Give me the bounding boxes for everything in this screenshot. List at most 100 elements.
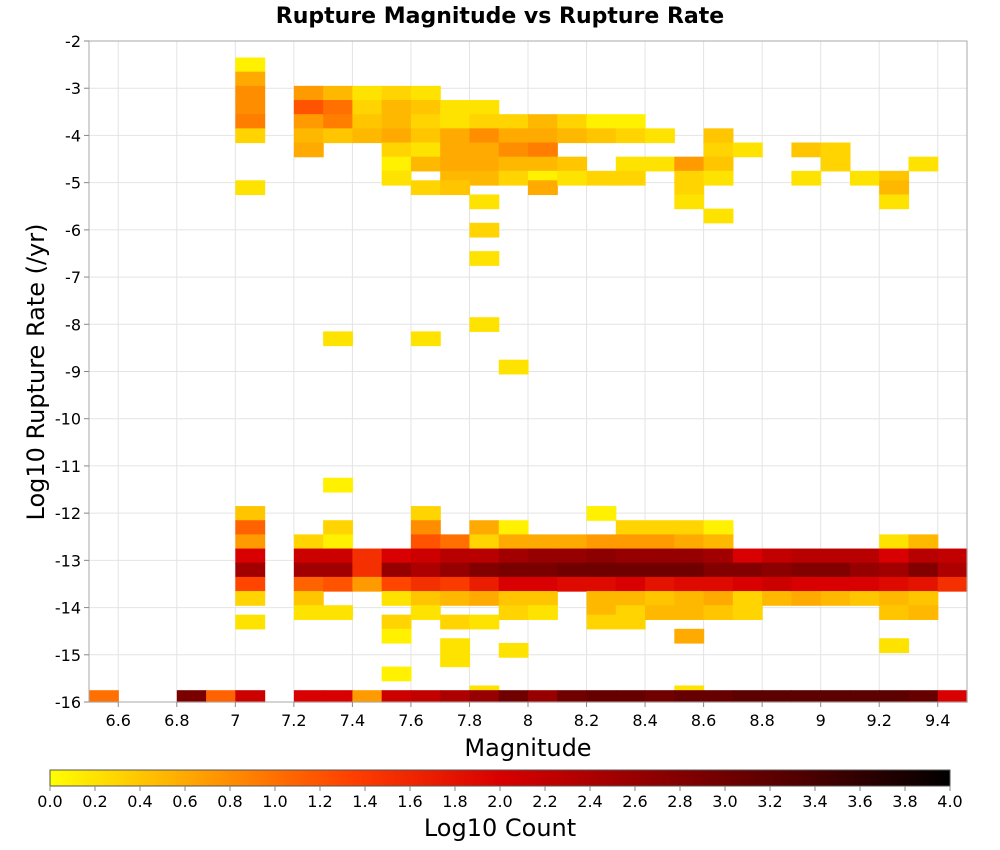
heatmap-cell bbox=[440, 128, 471, 144]
heatmap-cell bbox=[820, 576, 851, 592]
heatmap-cell bbox=[235, 100, 266, 115]
y-tick-label: -4 bbox=[65, 126, 81, 145]
heatmap-cell bbox=[381, 142, 412, 158]
heatmap-cell bbox=[703, 690, 734, 703]
heatmap-cell bbox=[820, 591, 851, 606]
heatmap-cell bbox=[849, 690, 880, 703]
y-tick-label: -16 bbox=[55, 693, 81, 712]
heatmap-cell bbox=[410, 591, 441, 606]
heatmap-cell bbox=[586, 591, 617, 606]
y-axis-label: Log10 Rupture Rate (/yr) bbox=[22, 224, 50, 521]
heatmap-cell bbox=[323, 100, 353, 115]
colorbar-tick-label: 0.8 bbox=[217, 792, 242, 811]
y-axis-ticks: -2 -3 -4 -5 -6 -7 -8 -9 -10 -11 -12 -13 -14 -15 -16 bbox=[55, 32, 89, 712]
heatmap-cell bbox=[440, 591, 471, 606]
heatmap-cell bbox=[381, 591, 412, 606]
heatmap-cell bbox=[820, 156, 851, 172]
heatmap-cell bbox=[352, 100, 383, 115]
heatmap-cell bbox=[703, 156, 734, 172]
heatmap-cell bbox=[586, 534, 617, 550]
heatmap-cell bbox=[557, 690, 588, 703]
heatmap-cell bbox=[557, 576, 588, 592]
heatmap-cell bbox=[410, 156, 441, 172]
x-tick-label: 7 bbox=[230, 711, 240, 730]
heatmap-cell bbox=[849, 591, 880, 606]
y-tick-label: -12 bbox=[55, 504, 81, 523]
heatmap-cell bbox=[557, 562, 588, 578]
colorbar-tick-label: 2.4 bbox=[577, 792, 602, 811]
heatmap-cell bbox=[849, 576, 880, 592]
heatmap-cell bbox=[879, 194, 910, 210]
heatmap-cell bbox=[528, 605, 558, 620]
x-tick-label: 6.6 bbox=[106, 711, 131, 730]
heatmap-cell bbox=[469, 562, 500, 578]
heatmap-cell bbox=[498, 690, 529, 703]
colorbar-tick-label: 2.6 bbox=[622, 792, 647, 811]
heatmap-cell bbox=[410, 562, 441, 578]
heatmap-cell bbox=[469, 194, 500, 210]
heatmap-cell bbox=[293, 605, 324, 620]
heatmap-cell bbox=[674, 534, 705, 550]
colorbar-tick-label: 0.2 bbox=[82, 792, 107, 811]
heatmap-cell bbox=[528, 128, 558, 144]
y-tick-label: -5 bbox=[65, 174, 81, 193]
heatmap-cell bbox=[410, 114, 441, 129]
heatmap-cell bbox=[469, 614, 500, 630]
colorbar-tick-label: 3.8 bbox=[892, 792, 917, 811]
heatmap-cell bbox=[732, 562, 763, 578]
heatmap-cell bbox=[235, 548, 266, 564]
x-tick-label: 7.2 bbox=[281, 711, 306, 730]
x-tick-label: 9.2 bbox=[866, 711, 891, 730]
heatmap-cell bbox=[469, 690, 500, 703]
heatmap-cell bbox=[498, 128, 529, 144]
heatmap-cell bbox=[645, 534, 675, 550]
heatmap-cell bbox=[498, 156, 529, 172]
heatmap-cell bbox=[937, 690, 968, 703]
heatmap-cell bbox=[615, 548, 646, 564]
heatmap-cell bbox=[440, 562, 471, 578]
x-tick-label: 8 bbox=[523, 711, 533, 730]
heatmap-cell bbox=[879, 180, 910, 196]
colorbar-tick-label: 3.2 bbox=[757, 792, 782, 811]
heatmap-cell bbox=[908, 690, 939, 703]
heatmap-cell bbox=[615, 128, 646, 144]
heatmap-cell bbox=[528, 690, 558, 703]
heatmap-cell bbox=[498, 520, 529, 535]
heatmap-cell bbox=[469, 591, 500, 606]
heatmap-cell bbox=[469, 534, 500, 550]
heatmap-cell bbox=[381, 690, 412, 703]
colorbar-tick-label: 4.0 bbox=[937, 792, 962, 811]
heatmap-cell bbox=[469, 100, 500, 115]
heatmap-cell bbox=[293, 562, 324, 578]
heatmap-cell bbox=[791, 576, 822, 592]
heatmap-cell bbox=[498, 170, 529, 186]
heatmap-cell bbox=[410, 85, 441, 101]
heatmap-cell bbox=[586, 562, 617, 578]
heatmap-cell bbox=[469, 114, 500, 129]
heatmap-cell bbox=[498, 142, 529, 158]
heatmap-cell bbox=[645, 591, 675, 606]
heatmap-cell bbox=[469, 128, 500, 144]
heatmap-cell bbox=[381, 100, 412, 115]
heatmap-cell bbox=[323, 331, 353, 347]
heatmap-cell bbox=[937, 548, 968, 564]
heatmap-cell bbox=[557, 128, 588, 144]
heatmap-cell bbox=[615, 576, 646, 592]
heatmap-cell bbox=[674, 628, 705, 644]
heatmap-cell bbox=[469, 170, 500, 186]
heatmap-cell bbox=[440, 652, 471, 668]
heatmap-cell bbox=[381, 114, 412, 129]
heatmap-cell bbox=[469, 251, 500, 266]
heatmap-cell bbox=[235, 690, 266, 703]
heatmap-cell bbox=[293, 690, 324, 703]
heatmap-cell bbox=[674, 194, 705, 210]
heatmap-cell bbox=[586, 576, 617, 592]
heatmap-cell bbox=[235, 534, 266, 550]
heatmap-cell bbox=[703, 520, 734, 535]
heatmap-cell bbox=[410, 605, 441, 620]
heatmap-cell bbox=[293, 100, 324, 115]
heatmap-cell bbox=[235, 614, 266, 630]
heatmap-cell bbox=[703, 605, 734, 620]
heatmap-cell bbox=[440, 156, 471, 172]
heatmap-cell bbox=[528, 114, 558, 129]
